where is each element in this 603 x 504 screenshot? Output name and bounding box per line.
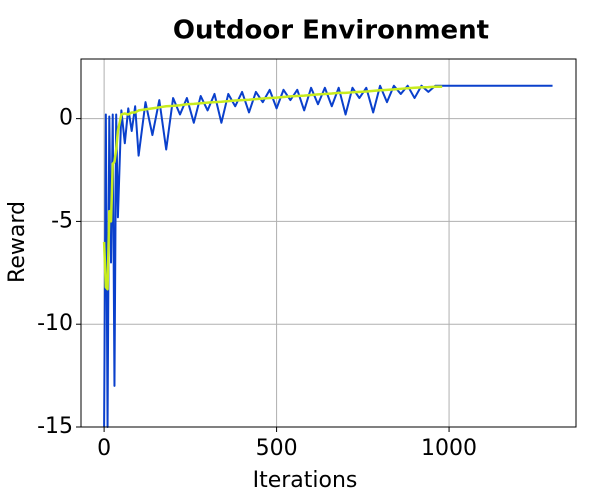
series-line (103, 84, 553, 428)
y-axis-label: Reward (5, 201, 30, 283)
plot-frame (80, 58, 577, 428)
chart-title: Outdoor Environment (173, 16, 489, 46)
x-axis-label: Iterations (253, 468, 358, 493)
y-tick-label: -10 (37, 311, 73, 336)
x-tick-label: 0 (97, 436, 111, 461)
series-line (102, 85, 443, 291)
x-tick-label: 500 (256, 436, 298, 461)
y-tick-label: -5 (51, 208, 73, 233)
x-tick-label: 1000 (421, 436, 477, 461)
y-tick-label: 0 (59, 106, 73, 131)
y-tick-label: -15 (37, 414, 73, 439)
